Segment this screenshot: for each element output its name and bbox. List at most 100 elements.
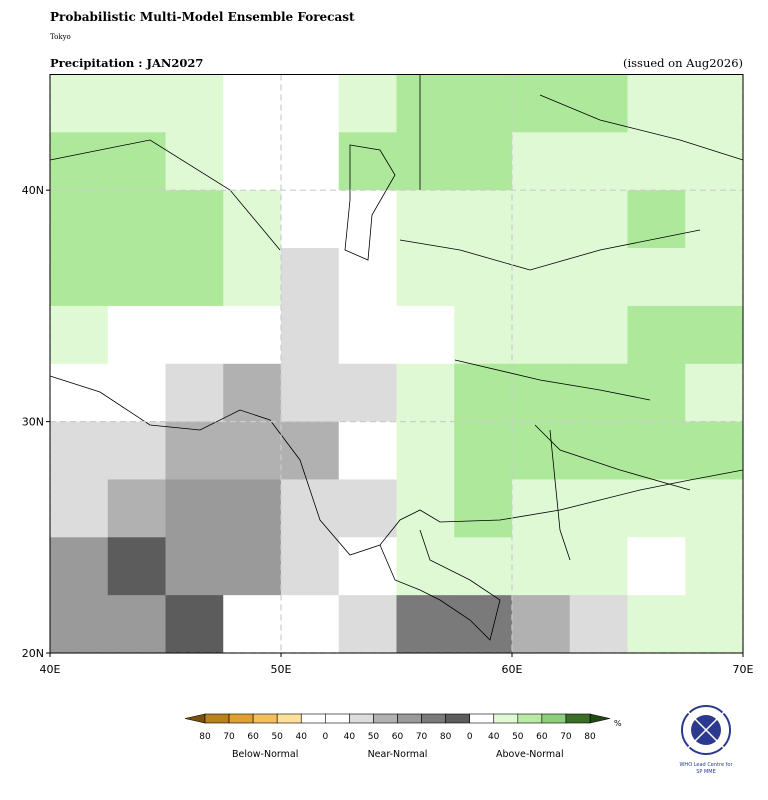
title: Probabilistic Multi-Model Ensemble Forec…: [50, 10, 355, 24]
cell: [512, 132, 571, 191]
cell: [338, 595, 397, 654]
cell: [512, 190, 571, 249]
cell: [223, 421, 282, 480]
cell: [281, 421, 340, 480]
cell: [281, 74, 340, 133]
colorbar-box: [565, 713, 591, 724]
y-tick-label: 30N: [22, 416, 44, 429]
colorbar-low: [184, 713, 206, 724]
cell: [50, 305, 109, 365]
colorbar-category: Below-Normal: [232, 749, 298, 760]
cell: [396, 248, 455, 307]
issued: (issued on Aug2026): [623, 56, 743, 70]
cell: [569, 305, 628, 365]
logo: WHO Lead Centre for SP MME: [679, 705, 733, 775]
y-tick-label: 40N: [22, 184, 44, 197]
colorbar-tick-label: 70: [223, 732, 235, 742]
cell: [50, 595, 109, 654]
cell: [512, 479, 571, 538]
ticks: 40E 50E 60E 70E 20N 30N 40N: [22, 184, 754, 676]
cell: [338, 190, 397, 249]
cell: [627, 190, 686, 249]
cell: [396, 479, 455, 538]
subtitle: Tokyo: [50, 33, 71, 41]
cell: [512, 537, 571, 596]
colorbar-box: [493, 713, 519, 724]
colorbar-tick-label: 70: [560, 732, 572, 742]
colorbar-box: [541, 713, 567, 724]
border: [49, 74, 744, 561]
cell: [685, 363, 744, 423]
cell: [627, 421, 686, 480]
cell: [454, 132, 513, 191]
x-tick-label: 50E: [271, 663, 292, 676]
cell: [454, 190, 513, 249]
cell: [685, 595, 744, 654]
colorbar-box: [421, 713, 446, 724]
cell: [338, 537, 397, 596]
cell: [50, 421, 109, 480]
colorbar-box: [445, 713, 470, 724]
cell: [281, 595, 340, 654]
colorbar-box: [517, 713, 543, 724]
cell: [338, 479, 397, 538]
cell: [685, 132, 744, 191]
cell: [50, 363, 109, 423]
cell: [627, 132, 686, 191]
colorbar-tick-label: 60: [247, 732, 259, 742]
cell: [685, 248, 744, 307]
cell: [338, 132, 397, 191]
logo-text: WHO Lead Centre for: [679, 762, 733, 768]
cell: [223, 595, 282, 654]
cell: [165, 190, 224, 249]
colorbar-tick-label: 80: [440, 732, 452, 742]
y-tick-label: 20N: [22, 647, 44, 660]
cell: [281, 479, 340, 538]
x-tick-label: 70E: [733, 663, 754, 676]
cell: [107, 421, 166, 480]
x-tick-label: 60E: [502, 663, 523, 676]
cell: [281, 305, 340, 365]
cell: [454, 305, 513, 365]
cell: [223, 305, 282, 365]
cell: [165, 74, 224, 133]
colorbar-high: [589, 713, 611, 724]
cell: [223, 479, 282, 538]
colorbar-tick-label: 0: [467, 732, 473, 742]
logo-mark: [687, 711, 725, 749]
cell: [627, 248, 686, 307]
cell: [107, 305, 166, 365]
cell: [281, 132, 340, 191]
cell: [107, 74, 166, 133]
cells: [50, 74, 744, 654]
cell: [685, 305, 744, 365]
logo-text: SP MME: [696, 769, 716, 775]
cell: [338, 248, 397, 307]
cell: [281, 363, 340, 423]
cell: [454, 421, 513, 480]
cell: [396, 363, 455, 423]
cell: [454, 479, 513, 538]
cell: [223, 248, 282, 307]
colorbar-tick-label: 50: [368, 732, 380, 742]
colorbar-box: [325, 713, 350, 724]
cell: [627, 305, 686, 365]
colorbar: 80 70 60 50 40 0 40 50 60 70 80 0 40 50 60 70 80% Below-N…: [184, 713, 622, 760]
cell: [627, 74, 686, 133]
cell: [569, 537, 628, 596]
colorbar-tick-label: 40: [296, 732, 308, 742]
cell: [165, 363, 224, 423]
cell: [627, 363, 686, 423]
cell: [685, 74, 744, 133]
cell: [569, 190, 628, 249]
colorbar-category: Above-Normal: [496, 749, 564, 760]
cell: [685, 537, 744, 596]
cell: [569, 74, 628, 133]
cell: [223, 74, 282, 133]
cell: [165, 537, 224, 596]
cell: [165, 305, 224, 365]
cell: [396, 421, 455, 480]
colorbar-box: [276, 713, 302, 724]
colorbar-box: [349, 713, 374, 724]
logo-ring: [681, 705, 731, 755]
